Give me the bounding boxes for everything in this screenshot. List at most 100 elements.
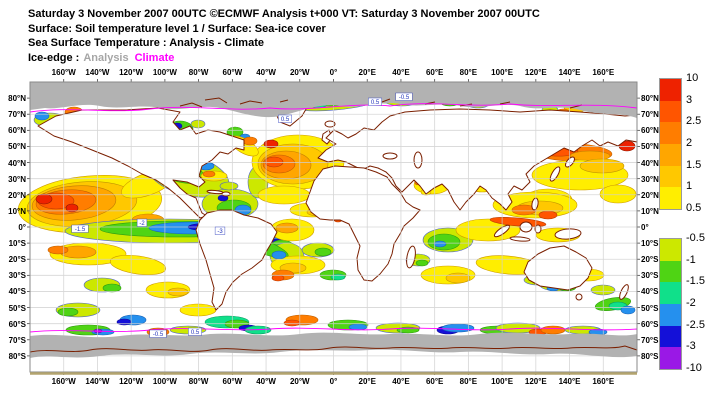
contour-label-box: [395, 92, 413, 101]
contour-label-box: [71, 224, 89, 233]
colorbar-value-label: 1.5: [686, 158, 702, 171]
lon-label-top: 120°W: [119, 68, 144, 77]
new-guinea: [554, 228, 582, 240]
anomaly-blob: [47, 245, 69, 255]
contour-label-box: [368, 97, 382, 106]
lat-label-right: 80°S: [641, 351, 659, 361]
anomaly-blob: [271, 274, 285, 282]
lon-label-bottom: 40°E: [392, 377, 410, 386]
lat-label-left: 80°S: [8, 351, 26, 361]
anomaly-blob: [202, 170, 216, 178]
tasmania: [575, 293, 583, 301]
lon-label-top: 140°W: [85, 68, 110, 77]
colorbar-value-label: -0.5: [686, 232, 705, 244]
lon-label-bottom: 40°W: [256, 377, 276, 386]
anomaly-blob: [441, 323, 475, 333]
lon-label-top: 120°E: [524, 68, 547, 77]
lat-label-right: 40°N: [641, 158, 659, 168]
japan-north: [565, 156, 575, 168]
header-line-sst: Sea Surface Temperature : Analysis - Cli…: [28, 37, 264, 49]
lon-label-top: 80°W: [188, 68, 209, 77]
lon-label-top: 60°W: [222, 68, 243, 77]
lat-label-left: 50°N: [8, 142, 26, 152]
lat-label-right: 50°N: [641, 142, 659, 152]
lon-label-top: 100°W: [152, 68, 177, 77]
header-line-datetime: Saturday 3 November 2007 00UTC ©ECMWF An…: [28, 8, 540, 20]
lon-label-top: 160°W: [51, 68, 76, 77]
lon-label-bottom: 20°W: [289, 377, 310, 386]
colorbar-cool: [659, 238, 682, 370]
lon-label-bottom: 60°E: [425, 377, 444, 386]
anomaly-blob: [34, 111, 50, 121]
lon-label-bottom: 80°W: [188, 377, 209, 386]
colorbar-value-label: 1: [686, 180, 693, 193]
colorbar-value-label: 2.5: [686, 115, 702, 128]
lat-label-left: 10°N: [8, 206, 26, 216]
ice-edge-label: Ice-edge :: [28, 51, 80, 64]
lat-label-right: 80°N: [641, 94, 659, 104]
lat-label-left: 60°S: [8, 319, 26, 329]
anomaly-blob: [65, 203, 79, 213]
lat-label-right: 70°N: [641, 110, 659, 120]
contour-label-text: -0.5: [153, 332, 164, 338]
lon-label-top: 100°E: [491, 68, 514, 77]
colorbar-legend: 10 3 2.5 2 1.5 1 0.5 -0.5 -1 -1.5 -2 -2.5 -3 -10: [659, 72, 707, 378]
colorbar-segment: [660, 165, 681, 188]
contour-label-box: [149, 329, 167, 338]
lon-label-bottom: 120°E: [524, 377, 547, 386]
anomaly-blob: [599, 184, 637, 204]
anomaly-blob: [489, 217, 547, 227]
lon-label-top: 80°E: [459, 68, 478, 77]
world-map: -1.5 -2 -3 0.5 -0.5 -0.5 0.5 0.5 160°W 160°W 140°…: [8, 68, 659, 386]
contour-label-text: 0.5: [191, 330, 200, 336]
anomaly-blob: [57, 307, 79, 317]
lon-label-bottom: 0°: [329, 377, 338, 386]
lon-label-top: 140°E: [558, 68, 581, 77]
lat-label-right: 10°N: [641, 206, 659, 216]
lat-label-right: 20°S: [641, 255, 659, 265]
colorbar-value-label: -2: [686, 297, 696, 309]
lat-label-left: 80°N: [8, 94, 26, 104]
contour-label-text: -3: [217, 229, 223, 235]
anomaly-blob: [167, 287, 189, 297]
colorbar-segment: [660, 325, 681, 348]
contour-label-text: 0.5: [281, 117, 290, 123]
map-canvas: -1.5 -2 -3 0.5 -0.5 -0.5 0.5 0.5: [17, 79, 640, 375]
colorbar-value-label: -1: [686, 253, 696, 266]
lon-label-top: 20°E: [358, 68, 376, 77]
anomaly-blob: [433, 240, 447, 248]
header-line-surface-params: Surface: Soil temperature level 1 / Surf…: [28, 22, 326, 35]
anomaly-blob: [109, 254, 167, 276]
lat-label-left: 70°S: [8, 335, 26, 345]
lon-label-top: 40°E: [392, 68, 410, 77]
colorbar-value-label: -3: [686, 340, 696, 353]
antarctic-sea-ice: [30, 332, 637, 358]
colorbar-segment: [660, 143, 681, 166]
contour-label-box: [278, 114, 292, 123]
lon-label-top: 160°E: [592, 68, 615, 77]
lon-label-bottom: 60°W: [222, 377, 243, 386]
caspian-sea: [413, 151, 423, 169]
anomaly-blob: [620, 305, 636, 315]
anomaly-blob: [283, 319, 301, 327]
colorbar-segment: [660, 100, 681, 123]
colorbar-segment: [660, 260, 681, 283]
lon-label-top: 60°E: [425, 68, 444, 77]
anomaly-blob: [538, 210, 558, 220]
colorbar-value-label: 0.5: [686, 202, 702, 214]
lat-label-right: 50°S: [641, 303, 659, 313]
lat-label-left: 70°N: [8, 110, 26, 120]
eurasia: [317, 108, 638, 211]
lat-label-left: 50°S: [8, 303, 26, 313]
colorbar-value-label: 10: [686, 72, 699, 84]
lon-label-bottom: 160°W: [51, 377, 76, 386]
colorbar-segment: [660, 79, 681, 101]
colorbar-segment: [660, 187, 681, 209]
lat-label-left: 30°S: [8, 271, 26, 281]
colorbar-value-label: 2: [686, 137, 693, 149]
lat-label-left: 40°S: [8, 287, 26, 297]
antarctic-coastline: [29, 345, 638, 353]
lat-label-right: 0°: [641, 223, 649, 232]
lon-label-bottom: 100°W: [152, 377, 177, 386]
